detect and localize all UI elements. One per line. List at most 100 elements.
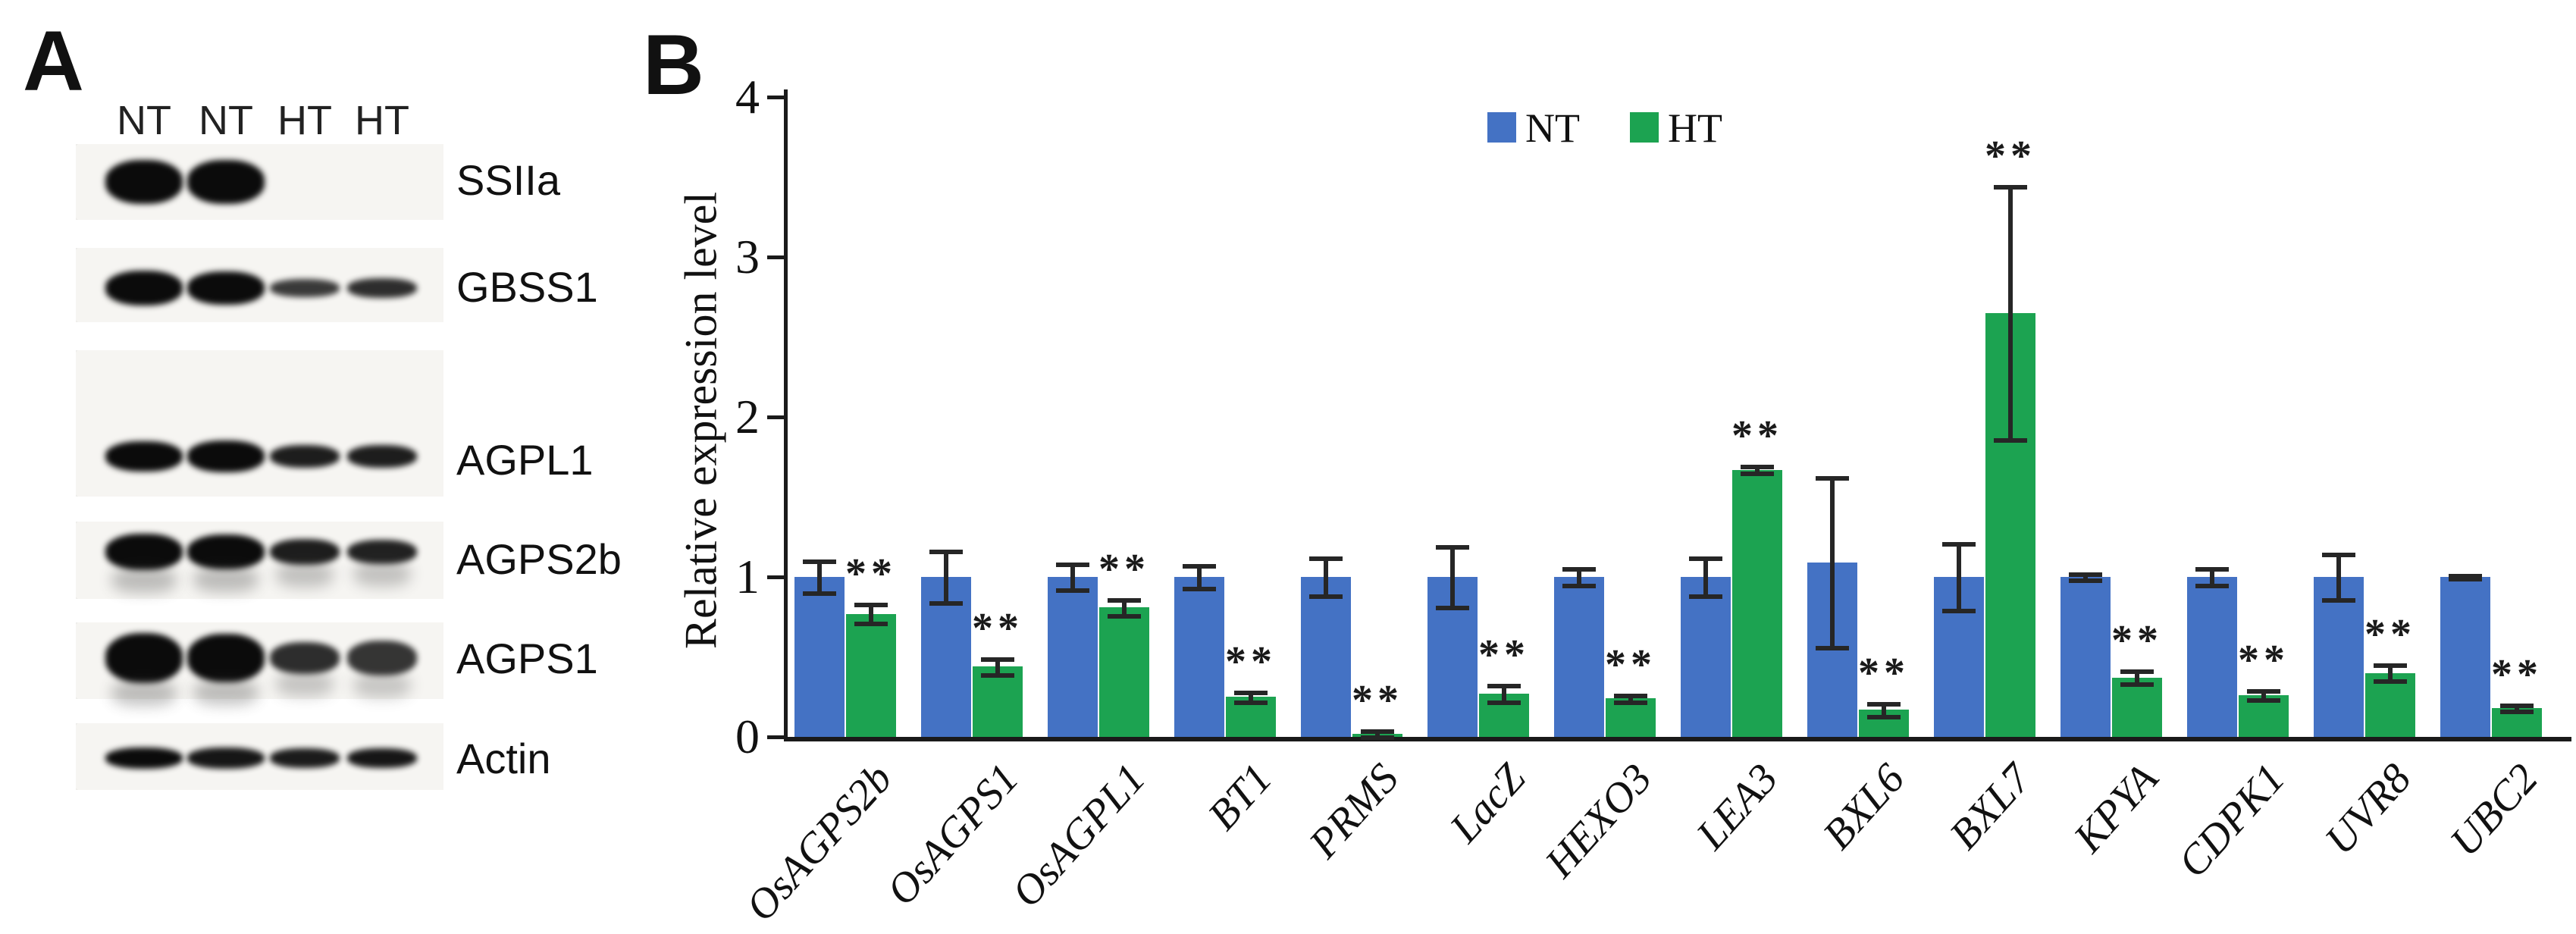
error-bar-cap-bottom [1994, 437, 2027, 443]
error-bar-line [1122, 599, 1127, 616]
band-smear [111, 680, 177, 706]
error-bar-cap-bottom [1361, 735, 1394, 740]
x-category-label: BT1 [1199, 754, 1281, 839]
protein-band [347, 748, 417, 768]
protein-band [270, 539, 340, 565]
error-bar-cap-bottom [1867, 714, 1901, 719]
error-bar-line [1197, 566, 1202, 588]
y-tick-label: 0 [735, 710, 760, 763]
significance-marker: ** [1731, 412, 1783, 460]
error-bar-cap-bottom [1741, 471, 1774, 476]
error-bar-cap-bottom [2120, 682, 2154, 688]
significance-marker: ** [1858, 649, 1910, 697]
significance-marker: ** [1478, 632, 1530, 679]
legend-swatch-nt [1487, 112, 1516, 143]
band-smear [193, 566, 259, 592]
blot-name: SSIIa [456, 156, 560, 204]
error-bar-line [2388, 665, 2393, 682]
bar-ht [1099, 607, 1149, 737]
protein-band [187, 271, 265, 305]
protein-band [187, 748, 265, 769]
significance-marker: ** [2491, 650, 2543, 698]
error-bar-cap-top [981, 657, 1014, 662]
y-tick-mark [767, 255, 784, 259]
x-axis-line [784, 737, 2571, 741]
error-bar-cap-top [1183, 564, 1216, 569]
band-smear [193, 679, 259, 705]
protein-band [187, 160, 265, 204]
error-bar-cap-top [2120, 669, 2154, 675]
protein-band [347, 641, 417, 675]
y-tick-mark [767, 96, 784, 99]
panel-b-label: B [643, 17, 704, 112]
protein-band [347, 445, 417, 468]
x-category-label: CDPK1 [2169, 754, 2294, 887]
x-category-label: BXL7 [1941, 754, 2041, 859]
x-category-label: KPYA [2064, 754, 2167, 862]
error-bar-cap-bottom [1309, 594, 1343, 600]
lane-label: NT [117, 98, 171, 143]
error-bar-cap-top [929, 550, 963, 555]
band-smear [353, 672, 411, 698]
band-smear [276, 671, 334, 697]
protein-band [187, 634, 265, 682]
bar-ht [973, 666, 1023, 737]
y-tick-mark [767, 415, 784, 419]
error-bar-line [1830, 478, 1835, 647]
error-bar-cap-top [2195, 567, 2229, 572]
error-bar-line [817, 560, 822, 594]
x-category-label: UVR8 [2316, 754, 2421, 864]
significance-marker: ** [2111, 617, 2163, 665]
x-category-label: LEA3 [1688, 754, 1788, 859]
error-bar-cap-top [2247, 688, 2280, 694]
error-bar-cap-top [2449, 573, 2482, 578]
significance-marker: ** [845, 550, 897, 597]
protein-band [270, 748, 340, 768]
blot-name: Actin [456, 735, 551, 782]
protein-band [105, 633, 183, 683]
error-bar-cap-top [1487, 684, 1521, 689]
x-category-label: OsAGPS2b [737, 754, 901, 931]
error-bar-cap-bottom [854, 622, 888, 627]
bar-nt [2060, 577, 2111, 737]
protein-band [270, 642, 340, 674]
y-axis-line [784, 89, 788, 741]
error-bar-line [995, 658, 1000, 675]
error-bar-cap-bottom [2069, 578, 2102, 584]
x-category-label: PRMS [1300, 754, 1408, 867]
bar-ht [846, 613, 896, 737]
error-bar-line [1957, 543, 1961, 611]
y-tick-label: 1 [735, 550, 760, 603]
error-bar-cap-bottom [1487, 700, 1521, 705]
y-tick-label: 2 [735, 390, 760, 443]
x-category-label: LacZ [1440, 754, 1534, 852]
error-bar-cap-top [2069, 572, 2102, 577]
blot-name: GBSS1 [456, 263, 598, 311]
blot-name: AGPS2b [456, 535, 622, 583]
error-bar-cap-bottom [1234, 700, 1268, 705]
bar-nt [2314, 577, 2364, 737]
error-bar-cap-bottom [2247, 698, 2280, 704]
error-bar-line [944, 551, 948, 603]
error-bar-cap-top [1108, 597, 1141, 603]
error-bar-line [2008, 186, 2013, 440]
significance-marker: ** [972, 604, 1023, 652]
bar-ht [1606, 698, 1656, 737]
error-bar-cap-bottom [1689, 594, 1722, 600]
error-bar-line [1577, 569, 1581, 585]
bar-ht [1732, 469, 1782, 737]
error-bar-line [2135, 671, 2139, 685]
x-category-label: HEXO3 [1536, 754, 1661, 887]
error-bar-cap-top [1309, 556, 1343, 561]
error-bar-cap-bottom [1562, 583, 1596, 588]
error-bar-cap-bottom [1816, 645, 1849, 650]
blot-name: AGPL1 [456, 436, 594, 484]
protein-band [270, 445, 340, 468]
protein-band [105, 441, 183, 472]
error-bar-cap-top [2322, 553, 2355, 558]
error-bar-line [1755, 466, 1760, 473]
error-bar-line [2336, 554, 2341, 600]
y-tick-label: 4 [735, 70, 760, 124]
y-tick-mark [767, 575, 784, 579]
